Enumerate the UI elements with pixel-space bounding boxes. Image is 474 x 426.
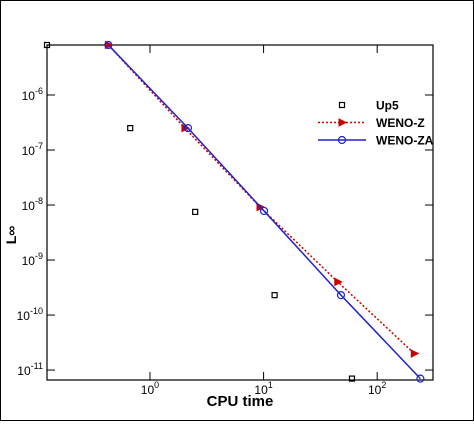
legend-label: Up5 <box>376 99 399 113</box>
legend-marker <box>337 135 347 145</box>
marker <box>192 208 199 215</box>
legend-label: WENO-ZA <box>376 134 434 148</box>
series-line <box>107 44 421 380</box>
marker <box>127 125 134 132</box>
y-axis-label: L∞ <box>3 226 19 245</box>
marker <box>183 124 193 133</box>
marker <box>348 375 356 382</box>
plot-area <box>46 44 434 381</box>
legend-label: WENO-Z <box>376 116 425 130</box>
legend-marker <box>338 101 346 109</box>
marker <box>43 41 51 49</box>
marker <box>410 349 420 358</box>
marker <box>271 292 278 299</box>
marker <box>416 374 425 383</box>
marker <box>259 206 269 216</box>
marker <box>334 277 343 287</box>
marker <box>104 40 113 50</box>
marker <box>336 291 346 300</box>
legend-marker <box>338 118 348 127</box>
x-axis-label: CPU time <box>207 393 274 410</box>
